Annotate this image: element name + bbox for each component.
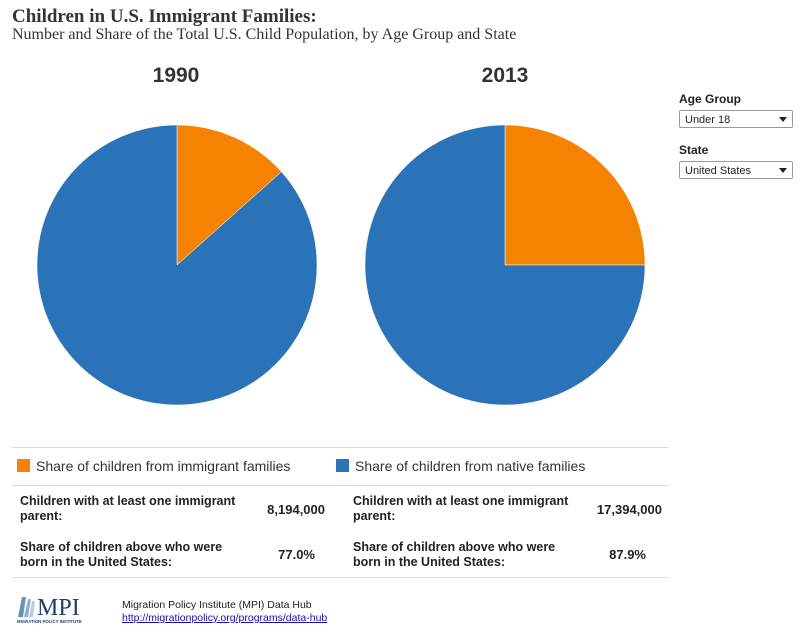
state-select[interactable]: United States bbox=[679, 161, 793, 179]
legend-label-immigrant: Share of children from immigrant familie… bbox=[36, 458, 291, 474]
chart-title: Children in U.S. Immigrant Families: bbox=[12, 6, 317, 27]
age-group-value: Under 18 bbox=[685, 114, 731, 126]
stat-2013-born-label: Share of children above who were born in… bbox=[353, 540, 556, 569]
divider bbox=[12, 485, 669, 486]
chevron-down-icon bbox=[779, 117, 787, 122]
pie-title-1990: 1990 bbox=[152, 64, 200, 87]
legend-swatch-native bbox=[336, 459, 349, 472]
state-value: United States bbox=[685, 165, 752, 177]
chart-subtitle: Number and Share of the Total U.S. Child… bbox=[12, 26, 517, 43]
age-group-select[interactable]: Under 18 bbox=[679, 110, 793, 128]
footer: Migration Policy Institute (MPI) Data Hu… bbox=[122, 599, 327, 625]
footer-link[interactable]: http://migrationpolicy.org/programs/data… bbox=[122, 612, 328, 624]
divider bbox=[12, 447, 669, 448]
stat-2013-parent-label: Children with at least one immigrant par… bbox=[353, 494, 569, 523]
chevron-down-icon bbox=[779, 168, 787, 173]
stat-1990-born-value: 77.0% bbox=[278, 547, 315, 562]
stat-1990-parent-label: Children with at least one immigrant par… bbox=[20, 494, 236, 523]
pie-charts bbox=[36, 124, 646, 406]
legend-label-native: Share of children from native families bbox=[355, 458, 586, 474]
legend-swatch-immigrant bbox=[17, 459, 30, 472]
stat-1990-parent-value: 8,194,000 bbox=[267, 502, 325, 517]
pie-title-2013: 2013 bbox=[481, 64, 529, 87]
pie-2013-slice-native[interactable] bbox=[364, 124, 646, 406]
pie-2013-slice-immigrant[interactable] bbox=[504, 124, 646, 266]
age-group-label: Age Group bbox=[679, 92, 741, 106]
stat-2013-parent-value: 17,394,000 bbox=[596, 502, 662, 517]
pie-1990-slice-native[interactable] bbox=[36, 124, 318, 406]
state-label: State bbox=[679, 143, 709, 157]
footer-source: Migration Policy Institute (MPI) Data Hu… bbox=[122, 599, 312, 611]
divider bbox=[12, 577, 669, 578]
stat-1990-born-label: Share of children above who were born in… bbox=[20, 540, 223, 569]
stat-2013-born-value: 87.9% bbox=[609, 547, 646, 562]
logo-text: MPI bbox=[37, 595, 80, 621]
logo-subtext: MIGRATION POLICY INSTITUTE bbox=[17, 619, 82, 624]
pie-1990-slice-immigrant[interactable] bbox=[176, 124, 282, 266]
mpi-logo: MPI MIGRATION POLICY INSTITUTE bbox=[14, 591, 110, 625]
